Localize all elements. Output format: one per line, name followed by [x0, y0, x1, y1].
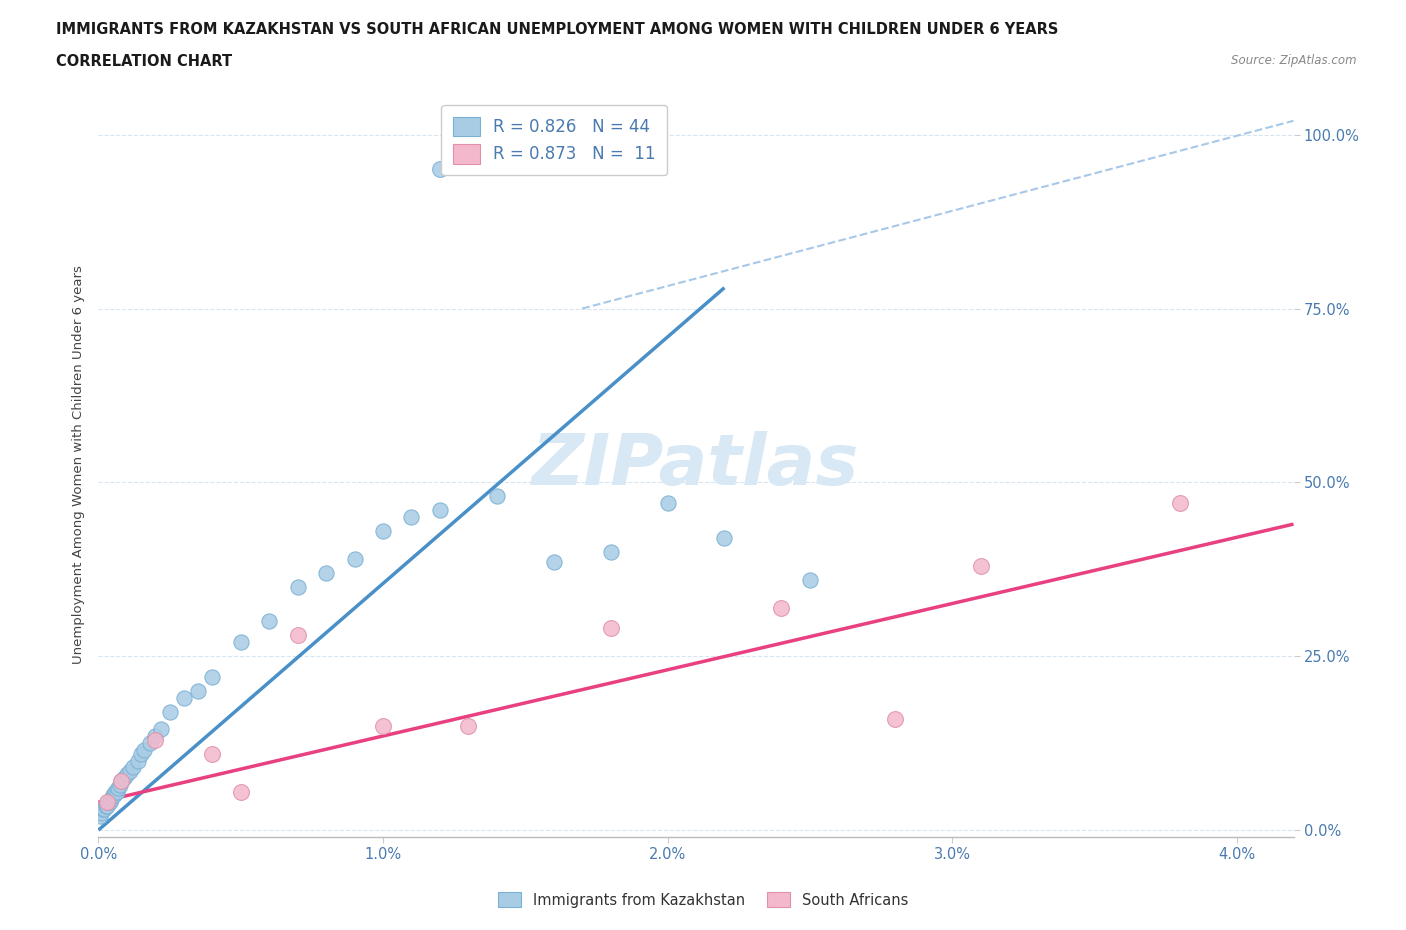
Point	[150, 722, 173, 737]
Point	[599, 621, 621, 636]
Point	[543, 555, 565, 570]
Point	[101, 788, 124, 803]
Point	[429, 162, 451, 177]
Point	[115, 767, 138, 782]
Text: ZIPatlas: ZIPatlas	[533, 431, 859, 499]
Point	[229, 635, 252, 650]
Point	[201, 746, 224, 761]
Point	[287, 628, 309, 643]
Point	[315, 565, 337, 580]
Point	[599, 544, 621, 559]
Legend: R = 0.826   N = 44, R = 0.873   N =  11: R = 0.826 N = 44, R = 0.873 N = 11	[441, 105, 668, 175]
Point	[371, 718, 394, 733]
Point	[93, 802, 115, 817]
Point	[129, 746, 152, 761]
Point	[343, 551, 366, 566]
Point	[127, 753, 149, 768]
Point	[173, 690, 195, 705]
Point	[229, 784, 252, 799]
Point	[112, 770, 135, 785]
Y-axis label: Unemployment Among Women with Children Under 6 years: Unemployment Among Women with Children U…	[72, 266, 84, 664]
Point	[1168, 496, 1191, 511]
Point	[98, 795, 121, 810]
Point	[969, 558, 991, 573]
Point	[143, 732, 166, 747]
Point	[287, 579, 309, 594]
Point	[118, 764, 141, 778]
Point	[429, 503, 451, 518]
Point	[94, 798, 117, 813]
Point	[713, 531, 735, 546]
Point	[90, 805, 112, 820]
Point	[485, 489, 508, 504]
Point	[401, 510, 423, 525]
Point	[105, 784, 128, 799]
Point	[371, 524, 394, 538]
Point	[884, 711, 907, 726]
Point	[107, 781, 129, 796]
Point	[187, 684, 209, 698]
Point	[770, 600, 793, 615]
Point	[103, 788, 125, 803]
Point	[108, 777, 131, 792]
Point	[201, 670, 224, 684]
Point	[121, 760, 143, 775]
Point	[257, 614, 280, 629]
Point	[143, 729, 166, 744]
Point	[457, 718, 479, 733]
Text: Source: ZipAtlas.com: Source: ZipAtlas.com	[1232, 54, 1357, 67]
Point	[89, 809, 111, 824]
Text: IMMIGRANTS FROM KAZAKHSTAN VS SOUTH AFRICAN UNEMPLOYMENT AMONG WOMEN WITH CHILDR: IMMIGRANTS FROM KAZAKHSTAN VS SOUTH AFRI…	[56, 22, 1059, 37]
Point	[96, 795, 118, 810]
Point	[96, 798, 118, 813]
Point	[97, 795, 120, 810]
Legend: Immigrants from Kazakhstan, South Africans: Immigrants from Kazakhstan, South Africa…	[492, 886, 914, 913]
Point	[132, 743, 155, 758]
Point	[100, 791, 122, 806]
Point	[138, 736, 160, 751]
Point	[110, 774, 132, 789]
Point	[91, 802, 114, 817]
Point	[104, 784, 127, 799]
Point	[159, 704, 181, 719]
Point	[799, 572, 821, 587]
Point	[110, 774, 132, 789]
Text: CORRELATION CHART: CORRELATION CHART	[56, 54, 232, 69]
Point	[657, 496, 679, 511]
